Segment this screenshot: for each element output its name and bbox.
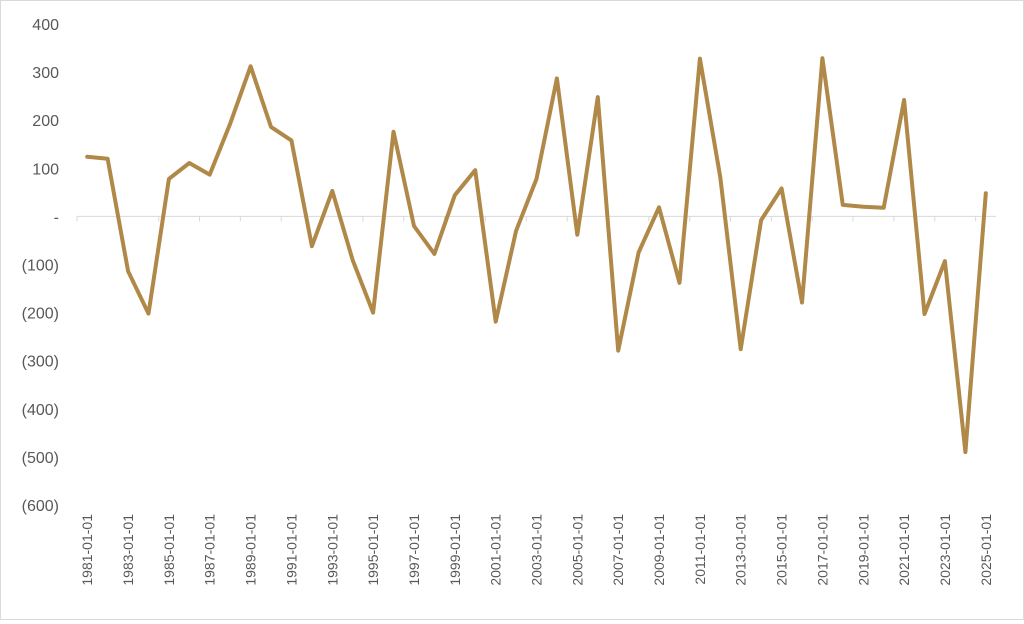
x-tick-label: 1981-01-01 xyxy=(79,514,95,586)
x-tick-label: 2013-01-01 xyxy=(733,514,749,586)
x-tick-label: 2015-01-01 xyxy=(774,514,790,586)
y-tick-label: - xyxy=(54,209,59,226)
y-tick-label: 100 xyxy=(32,161,59,178)
x-axis: 1981-01-01 1983-01-01 1985-01-01 1987-01-01… xyxy=(76,215,996,586)
x-tick-label: 2003-01-01 xyxy=(529,514,545,586)
series-line xyxy=(85,56,988,455)
x-tick-label: 1991-01-01 xyxy=(283,514,299,586)
x-tick-label: 1993-01-01 xyxy=(324,514,340,586)
y-tick-label: 300 xyxy=(32,65,59,82)
x-tick-label: 1989-01-01 xyxy=(243,514,259,586)
y-tick-label: (500) xyxy=(22,450,59,467)
y-tick-label: (200) xyxy=(22,306,59,323)
y-tick-label: 200 xyxy=(32,113,59,130)
x-tick-label: 2021-01-01 xyxy=(896,514,912,586)
x-tick-label: 1997-01-01 xyxy=(406,514,422,586)
series-layer xyxy=(85,56,988,455)
x-tick-label: 2009-01-01 xyxy=(651,514,667,586)
y-tick-label: 400 xyxy=(32,17,59,34)
x-tick-label: 2005-01-01 xyxy=(569,514,585,586)
y-tick-label: (400) xyxy=(22,402,59,419)
x-tick-label: 2019-01-01 xyxy=(855,514,871,586)
x-tick-label: 2025-01-01 xyxy=(978,514,994,586)
x-tick-label: 2001-01-01 xyxy=(488,514,504,586)
y-axis: 400 300 200 100 - (100) (200) (300) (400) (500) (6… xyxy=(22,17,59,515)
y-tick-label: (600) xyxy=(22,498,59,515)
x-tick-label: 1995-01-01 xyxy=(365,514,381,586)
y-tick-label: (100) xyxy=(22,258,59,275)
x-tick-label: 2017-01-01 xyxy=(814,514,830,586)
y-tick-label: (300) xyxy=(22,354,59,371)
x-tick-label: 2011-01-01 xyxy=(692,514,708,585)
x-tick-label: 1999-01-01 xyxy=(447,514,463,586)
x-tick-label: 2023-01-01 xyxy=(937,514,953,586)
x-tick-label: 1985-01-01 xyxy=(161,514,177,586)
x-tick-label: 1983-01-01 xyxy=(120,514,136,586)
x-tick-label: 2007-01-01 xyxy=(610,514,626,586)
x-tick-label: 1987-01-01 xyxy=(202,514,218,586)
